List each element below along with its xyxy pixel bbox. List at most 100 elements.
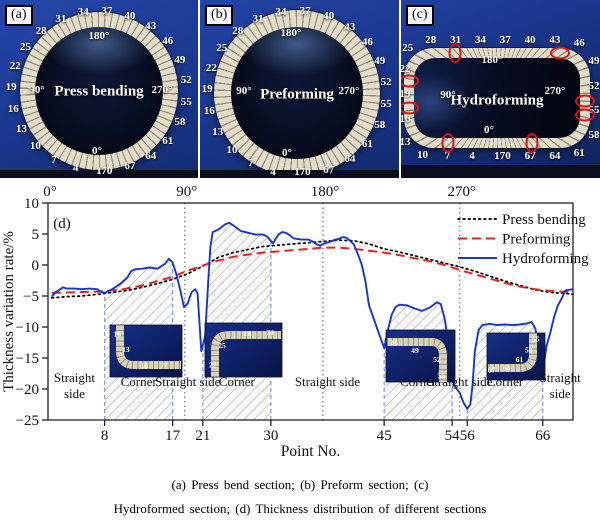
- region-label: Straight side: [155, 374, 221, 389]
- inset-point-number: 58: [525, 346, 533, 355]
- point-number-label: 1: [494, 150, 500, 162]
- angle-label: 180°: [88, 30, 110, 42]
- point-number-label: 43: [549, 34, 561, 46]
- inset-point-number: 67: [488, 365, 496, 374]
- point-number-label: 7: [51, 153, 57, 166]
- inset-point-number: 7: [163, 362, 167, 371]
- caption-line-1: (a) Press bend section; (b) Preform sect…: [171, 477, 429, 492]
- point-number-label: 16: [7, 102, 19, 115]
- point-number-label: 28: [425, 34, 437, 46]
- point-number-label: 1: [294, 166, 300, 178]
- point-number-label: 19: [201, 83, 213, 96]
- top-axis-angle-label: 180°: [311, 184, 340, 200]
- top-axis-angle-label: 270°: [447, 184, 476, 200]
- angle-label: 270°: [151, 84, 173, 96]
- point-number-label: 25: [216, 41, 228, 54]
- point-number-label: 4: [270, 166, 276, 178]
- y-tick-label: −20: [16, 382, 39, 398]
- figure-caption: (a) Press bend section; (b) Preform sect…: [0, 468, 600, 523]
- point-number-label: 40: [524, 34, 536, 46]
- plot-border: [47, 202, 574, 421]
- point-number-label: 22: [205, 61, 217, 74]
- point-number-label: 13: [401, 136, 411, 149]
- thickness-variation-chart: 0° 90° 180° 270° 10 5 0 −5 −10 −15 −20 −25 8 17 21 30 45…: [1, 184, 589, 460]
- point-number-label: 16: [401, 112, 411, 125]
- region-label: Straight side: [295, 374, 361, 389]
- point-number-label: 25: [20, 40, 32, 53]
- point-number-label: 52: [380, 75, 392, 88]
- point-number-label: 64: [344, 153, 356, 166]
- point-number-label: 52: [180, 74, 192, 87]
- point-number-label: 55: [588, 104, 600, 117]
- point-number-label: 25: [402, 41, 414, 54]
- point-number-label: 46: [162, 35, 174, 48]
- photo-press-bend-section: Press bending (a) 1 4 7 10 13 16 19 22 25 28 31 34 3…: [0, 0, 198, 178]
- inset-point-number: 13: [122, 345, 130, 354]
- point-number-label: 49: [174, 53, 186, 66]
- point-number-label: 52: [588, 79, 600, 92]
- point-number-label: 43: [344, 20, 356, 33]
- point-number-label: 4: [72, 162, 79, 175]
- point-number-label: 61: [361, 138, 373, 151]
- photo-bottom-strip: [401, 165, 600, 178]
- inset-tube-band: [211, 331, 281, 377]
- region-label: Corner: [121, 374, 158, 389]
- point-number-label: 55: [180, 95, 192, 108]
- region-label: Straight side: [54, 370, 96, 401]
- inset-corner-photo: 46 49 52 55: [385, 329, 456, 383]
- legend-label: Hydroforming: [502, 251, 589, 267]
- inset-tube-band: [387, 338, 447, 382]
- angle-label: 0°: [92, 145, 102, 157]
- panel-center-label: Press bending: [54, 83, 144, 100]
- y-tick-label: −5: [23, 289, 39, 305]
- inset-point-number: 16: [113, 329, 121, 338]
- y-tick-label: −25: [16, 413, 39, 429]
- point-number-label: 58: [174, 116, 186, 129]
- series-hydroforming: [51, 221, 574, 410]
- photo-preform-section: Preforming (b) 1 4 7 10 13 16 19 22 25 28 31 34 37 40…: [200, 0, 399, 178]
- point-number-label: 22: [9, 60, 21, 73]
- top-axis-angle-label: 90°: [176, 184, 197, 200]
- photo-bottom-strip: [200, 170, 399, 178]
- angle-label: 90°: [29, 84, 45, 96]
- point-number-label: 10: [417, 149, 429, 162]
- point-number-label: 37: [101, 5, 113, 18]
- point-number-label: 22: [401, 63, 411, 76]
- tube-interior: [35, 27, 163, 155]
- series-preforming: [51, 246, 573, 294]
- panel-tag-d: (d): [53, 216, 71, 232]
- y-tick-label: 0: [32, 258, 40, 274]
- angle-label: 90°: [440, 89, 456, 101]
- point-number-label: 40: [323, 10, 335, 23]
- point-number-label: 67: [124, 159, 136, 172]
- y-tick-label: −15: [16, 351, 39, 367]
- photo-bottom-strip: [0, 170, 198, 178]
- point-number-label: 61: [162, 134, 174, 147]
- angle-label: 180°: [280, 27, 302, 39]
- inset-point-number: 28: [244, 329, 252, 338]
- point-number-label: 31: [55, 12, 67, 25]
- red-circle-marker: [441, 133, 455, 153]
- inset-corner-photo: 22 25 28 31: [204, 322, 283, 378]
- point-number-label: 10: [226, 143, 238, 156]
- x-tick-label: 21: [195, 428, 210, 444]
- angle-label: 0°: [484, 124, 494, 136]
- point-number-label: 28: [35, 24, 47, 37]
- panel-center-label: Preforming: [260, 86, 334, 103]
- inset-point-number: 55: [532, 334, 540, 343]
- legend-label: Press bending: [502, 212, 586, 228]
- angle-label: 90°: [236, 85, 252, 97]
- point-number-label: 67: [323, 163, 335, 176]
- point-number-label: 70: [499, 150, 511, 162]
- x-tick-label: 66: [535, 428, 551, 444]
- point-number-label: 10: [29, 140, 41, 153]
- caption-line-2: Hydroformed section; (d) Thickness distr…: [113, 501, 487, 516]
- top-axis-angle-label: 0°: [43, 184, 57, 200]
- panel-tag-c: (c): [406, 5, 434, 26]
- point-number-label: 70: [299, 166, 311, 178]
- y-tick-label: 5: [32, 227, 40, 243]
- x-axis-title: Point No.: [281, 443, 340, 460]
- point-number-label: 16: [203, 105, 215, 118]
- red-circle-marker: [525, 133, 539, 153]
